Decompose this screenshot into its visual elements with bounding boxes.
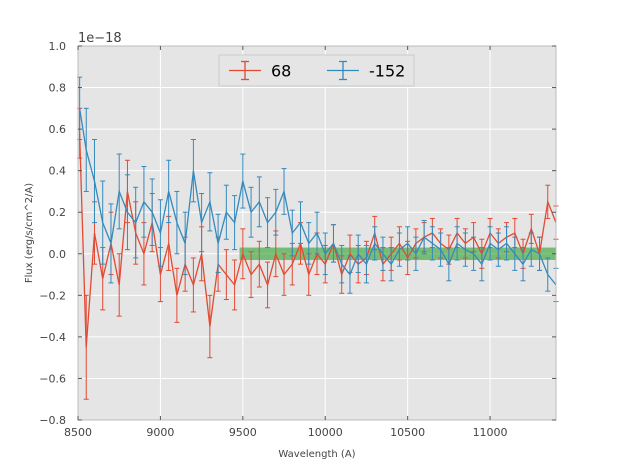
y-tick-label: 0.2	[49, 206, 67, 219]
y-offset-label: 1e−18	[78, 31, 122, 46]
x-tick-label: 9000	[146, 426, 174, 439]
y-axis-title: Flux (erg/s/cm^2/A)	[24, 183, 35, 283]
legend: 68 -152	[218, 54, 415, 87]
x-tick-label: 10500	[390, 426, 425, 439]
tick-labels: 8500 9000 9500 10000 10500 11000 −0.8 −0.6 −0.4 −…	[39, 40, 507, 439]
y-tick-label: 0.8	[49, 82, 67, 95]
y-tick-label: −0.8	[39, 414, 66, 427]
series-2	[77, 76, 559, 303]
y-tick-label: 1.0	[49, 40, 67, 53]
x-tick-label: 9500	[229, 426, 257, 439]
series-line	[78, 108, 557, 286]
x-axis-title: Wavelength (A)	[278, 449, 355, 460]
legend-entry: 68	[229, 60, 291, 81]
plot-border	[77, 45, 557, 421]
x-tick-label: 11000	[473, 426, 508, 439]
legend-label: -152	[369, 62, 405, 81]
y-tick-label: 0.4	[49, 165, 67, 178]
x-tick-label: 8500	[64, 426, 92, 439]
y-tick-label: 0.0	[49, 248, 67, 261]
legend-entry: -152	[327, 60, 405, 81]
x-tick-label: 10000	[308, 426, 343, 439]
y-tick-label: −0.6	[39, 372, 66, 385]
y-tick-label: −0.4	[39, 331, 66, 344]
plot-frame	[77, 45, 557, 421]
legend-label: 68	[271, 62, 291, 81]
series-layer	[77, 76, 559, 400]
y-tick-label: 0.6	[49, 123, 67, 136]
y-tick-label: −0.2	[39, 289, 66, 302]
